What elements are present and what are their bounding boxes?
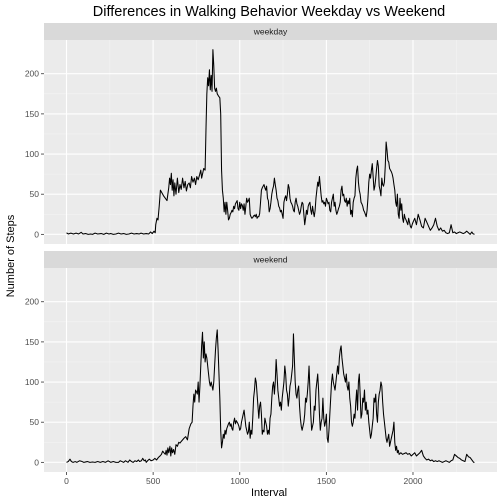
panel-background (44, 268, 497, 472)
y-tick-label: 50 (30, 417, 40, 427)
strip-label: weekday (253, 27, 288, 37)
x-tick-label: 500 (146, 476, 160, 486)
y-tick-label: 200 (25, 69, 39, 79)
y-tick-label: 200 (25, 297, 39, 307)
panel-weekend: weekend 0 50 100 150 200 (25, 251, 497, 472)
panel-weekday: weekday 0 50 100 150 200 (25, 23, 497, 244)
strip-background (44, 251, 497, 268)
y-tick-label: 100 (25, 377, 39, 387)
y-axis-title: Number of Steps (5, 214, 17, 297)
y-tick-label: 0 (34, 457, 39, 467)
series-line-weekend (66, 329, 475, 463)
strip-label: weekend (252, 255, 287, 265)
x-tick-label: 2000 (404, 476, 423, 486)
panel-background (44, 40, 497, 244)
series-line-weekday (66, 49, 475, 235)
chart-title: Differences in Walking Behavior Weekday … (93, 4, 445, 20)
y-tick-label: 0 (34, 229, 39, 239)
x-tick-label: 1000 (230, 476, 249, 486)
y-tick-label: 100 (25, 149, 39, 159)
strip-background (44, 23, 497, 40)
x-axis: 0 500 1000 1500 2000 (64, 472, 423, 486)
x-axis-title: Interval (251, 487, 287, 499)
y-tick-label: 150 (25, 109, 39, 119)
x-tick-label: 0 (64, 476, 69, 486)
facet-panels: weekday 0 50 100 150 200 weekend 0 50 100 150 200 (25, 23, 497, 472)
y-tick-label: 50 (30, 189, 40, 199)
x-tick-label: 1500 (317, 476, 336, 486)
y-tick-label: 150 (25, 337, 39, 347)
